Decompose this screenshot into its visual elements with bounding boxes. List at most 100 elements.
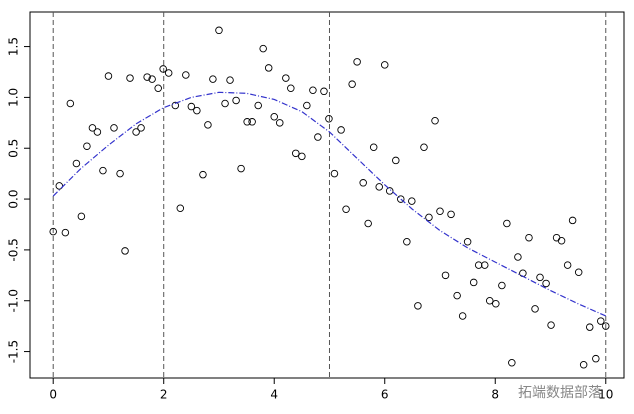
point (597, 317, 605, 325)
point (232, 96, 240, 105)
y-tick-label: -1.5 (7, 340, 21, 363)
point (204, 121, 212, 129)
point (137, 124, 145, 132)
point (369, 143, 378, 151)
point (531, 305, 539, 313)
point (126, 74, 134, 82)
point (237, 164, 245, 173)
point (88, 124, 97, 132)
point (199, 170, 207, 179)
point (248, 118, 256, 126)
point (93, 128, 102, 136)
x-tick-label: 10 (598, 388, 613, 402)
x-tick-label: 0 (49, 388, 57, 402)
point (209, 75, 217, 83)
point (498, 281, 506, 290)
point (481, 261, 489, 269)
point (602, 322, 610, 330)
point (508, 359, 516, 367)
point (143, 73, 151, 81)
point (121, 247, 129, 255)
point (83, 142, 91, 150)
point (542, 279, 550, 288)
fitted-curve (52, 91, 607, 317)
point (66, 99, 75, 108)
point (492, 300, 500, 308)
point (314, 133, 322, 141)
point (182, 71, 190, 79)
point (110, 124, 118, 132)
point (592, 354, 600, 363)
point (55, 182, 64, 190)
point (474, 261, 483, 269)
x-tick-label: 2 (160, 388, 168, 402)
point (397, 195, 405, 203)
point (330, 169, 339, 178)
y-tick-label: 1.5 (7, 37, 21, 56)
point (552, 233, 561, 242)
point (320, 87, 328, 96)
point (99, 166, 107, 175)
point (441, 271, 450, 280)
point (485, 296, 494, 305)
point (408, 197, 416, 205)
point (503, 219, 511, 228)
point (585, 323, 594, 331)
point (154, 84, 162, 92)
point (193, 106, 201, 115)
point (514, 253, 522, 261)
point (221, 99, 229, 108)
point (414, 302, 422, 310)
point (463, 238, 472, 246)
plot-box (29, 11, 625, 379)
point (420, 143, 428, 151)
y-tick-label: -0.5 (7, 238, 21, 261)
point (574, 268, 583, 277)
point (385, 187, 394, 195)
point (563, 261, 572, 269)
point (403, 238, 411, 246)
point (116, 169, 124, 178)
point (226, 76, 234, 84)
point (536, 273, 544, 282)
point (77, 212, 86, 221)
point (425, 213, 433, 222)
point (276, 119, 284, 127)
point (176, 204, 185, 212)
point (61, 228, 70, 237)
point (359, 179, 367, 187)
point (215, 26, 223, 35)
point (380, 61, 389, 69)
point (436, 207, 444, 216)
point (254, 101, 262, 110)
point (447, 210, 455, 219)
point (557, 236, 566, 245)
point (325, 114, 333, 123)
y-tick-label: 0.5 (7, 139, 21, 158)
point (579, 361, 588, 369)
point (49, 227, 57, 236)
x-tick-label: 8 (491, 388, 499, 402)
point (104, 72, 113, 80)
point (287, 84, 295, 92)
point (187, 102, 196, 111)
point (270, 112, 278, 121)
point (392, 156, 400, 165)
point (353, 58, 361, 66)
point (568, 216, 577, 225)
point (243, 118, 251, 126)
point (164, 69, 173, 77)
x-tick-label: 6 (381, 388, 389, 402)
point (525, 233, 533, 242)
point (453, 291, 461, 300)
point (458, 312, 467, 320)
point (171, 101, 180, 110)
point (282, 74, 290, 82)
y-tick-label: 1.0 (7, 88, 21, 107)
point (72, 159, 81, 168)
point (519, 269, 527, 278)
point (364, 219, 372, 228)
point (148, 75, 156, 83)
point (348, 80, 356, 88)
